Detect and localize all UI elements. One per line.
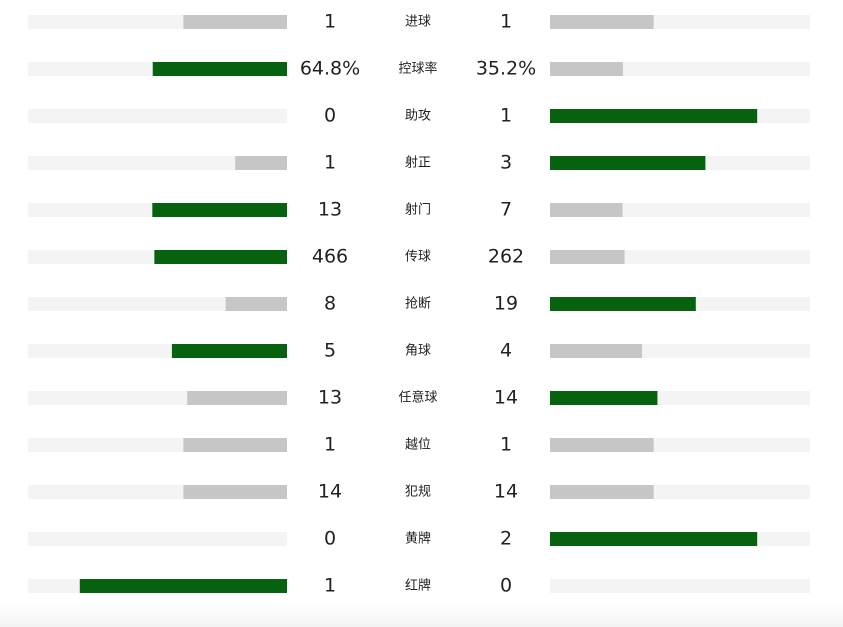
home-bar [154, 250, 287, 264]
home-value: 0 [324, 105, 336, 127]
away-bar [550, 156, 706, 170]
away-bar [550, 344, 643, 358]
track [28, 156, 287, 170]
away-value: 262 [488, 246, 524, 268]
home-value: 1 [324, 152, 336, 174]
track [550, 579, 810, 593]
away-value: 7 [500, 199, 512, 221]
away-bar [550, 250, 625, 264]
stat-label: 越位 [405, 438, 431, 453]
away-bar [550, 438, 654, 452]
home-bar [183, 15, 287, 29]
stat-label: 抢断 [405, 296, 431, 312]
stat-label: 红牌 [405, 578, 431, 594]
home-bar [235, 156, 287, 170]
home-value: 0 [324, 528, 336, 550]
away-value: 1 [500, 105, 512, 127]
home-value: 14 [318, 481, 342, 503]
home-bar [79, 579, 287, 593]
track [28, 109, 287, 123]
away-value: 0 [500, 575, 512, 597]
stat-label: 进球 [405, 15, 431, 30]
home-value: 466 [312, 246, 348, 268]
stat-label: 助攻 [405, 109, 431, 124]
home-bar [183, 485, 287, 499]
away-bar [550, 391, 658, 405]
home-value: 1 [324, 11, 336, 33]
bottom-shade [0, 603, 843, 627]
home-value: 13 [318, 199, 342, 221]
away-value: 14 [494, 481, 518, 503]
home-bar [187, 391, 287, 405]
home-bar [152, 62, 287, 76]
home-value: 8 [324, 293, 336, 315]
away-bar [550, 109, 758, 123]
stat-label: 传球 [405, 250, 431, 265]
stat-label: 角球 [405, 344, 431, 359]
stat-label: 犯规 [405, 485, 431, 500]
home-bar [171, 344, 287, 358]
away-value: 1 [500, 434, 512, 456]
home-value: 64.8% [300, 58, 360, 80]
home-value: 1 [324, 434, 336, 456]
away-value: 14 [494, 387, 518, 409]
stat-label: 射门 [405, 202, 431, 218]
home-bar [152, 203, 287, 217]
away-bar [550, 15, 654, 29]
away-bar [550, 485, 654, 499]
away-value: 1 [500, 11, 512, 33]
home-bar [225, 297, 287, 311]
away-value: 4 [500, 340, 512, 362]
home-bar [183, 438, 287, 452]
home-value: 1 [324, 575, 336, 597]
away-bar [550, 62, 623, 76]
stat-label: 任意球 [398, 390, 437, 406]
away-bar [550, 203, 623, 217]
away-bar [550, 297, 696, 311]
away-value: 35.2% [476, 58, 536, 80]
home-value: 13 [318, 387, 342, 409]
stat-label: 射正 [405, 155, 431, 171]
away-value: 2 [500, 528, 512, 550]
home-value: 5 [324, 340, 336, 362]
track [28, 532, 287, 546]
away-value: 3 [500, 152, 512, 174]
stat-label: 黄牌 [405, 531, 431, 547]
away-bar [550, 532, 758, 546]
stat-label: 控球率 [398, 61, 437, 77]
away-value: 19 [494, 293, 518, 315]
track [28, 297, 287, 311]
